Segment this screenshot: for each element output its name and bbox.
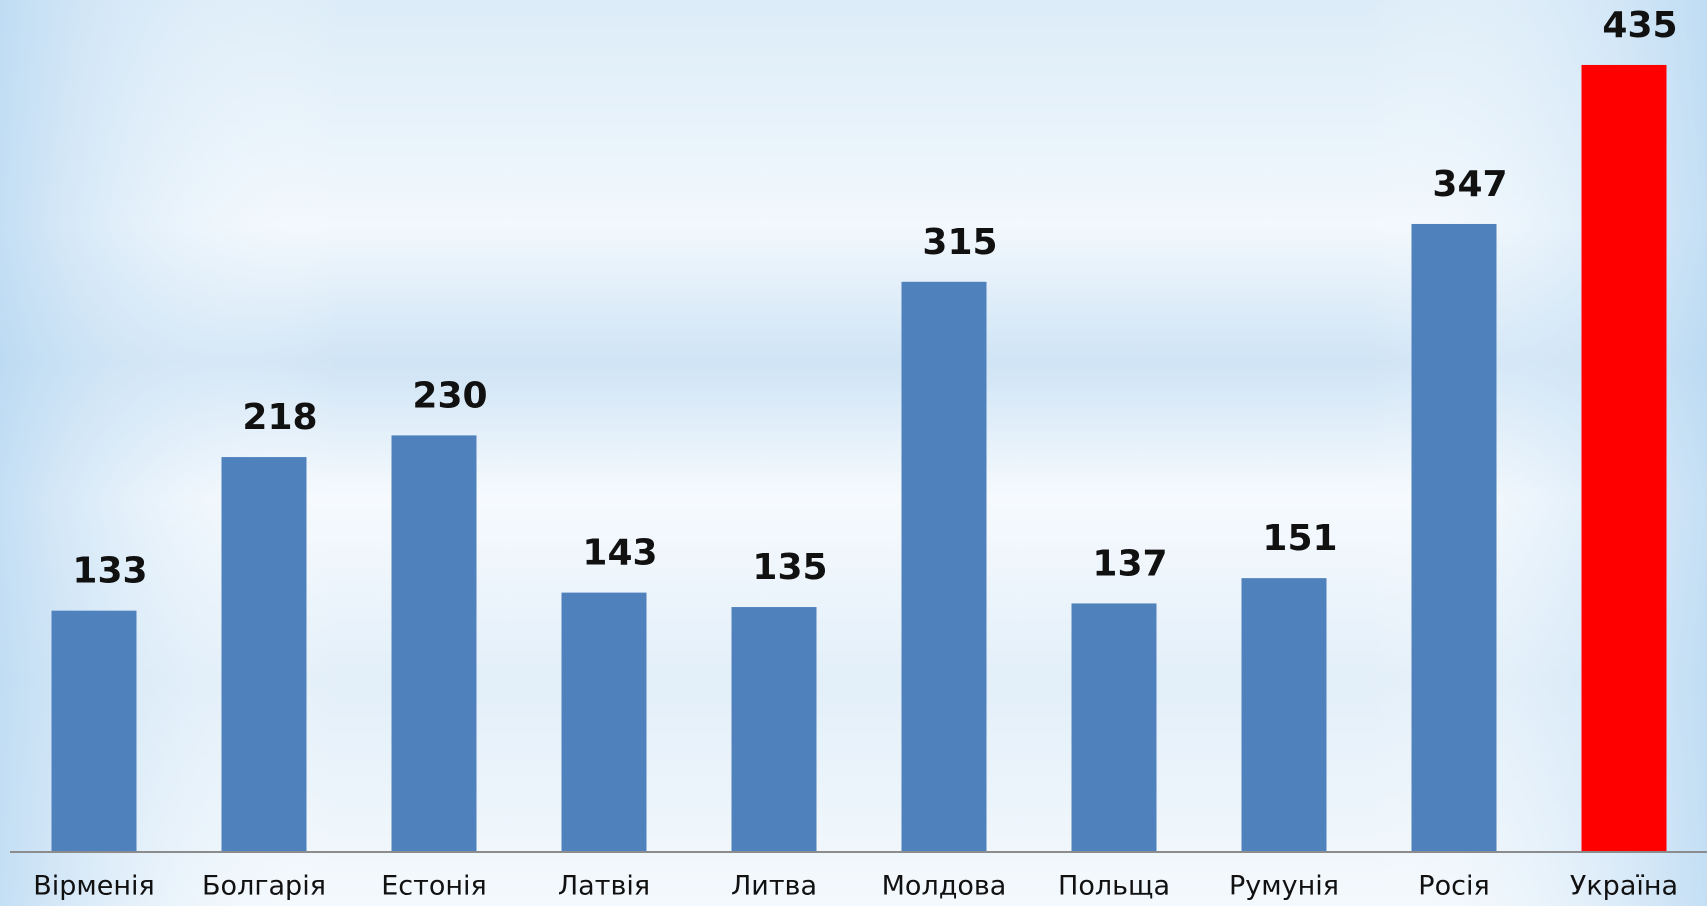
bar [1071,603,1157,851]
bar [1241,578,1327,851]
x-tick-label: Румунія [1229,871,1339,902]
value-label: 151 [1262,518,1337,559]
value-label: 315 [922,222,997,263]
x-tick-label: Росія [1418,871,1489,902]
bar [221,457,307,851]
value-label: 143 [582,533,657,574]
x-tick-label: Естонія [381,871,487,902]
value-label: 435 [1602,5,1677,46]
value-label: 347 [1432,164,1507,205]
value-label: 133 [72,551,147,592]
value-label: 135 [752,547,827,588]
value-label: 218 [242,397,317,438]
bar [901,281,987,851]
x-tick-label: Україна [1570,871,1678,902]
value-label: 137 [1092,543,1167,584]
x-tick-label: Латвія [558,871,650,902]
bar [561,592,647,851]
bar [51,610,137,851]
bar [391,435,477,851]
bar [1411,223,1497,851]
x-tick-label: Вірменія [33,871,155,902]
x-tick-label: Болгарія [202,871,326,902]
x-tick-label: Польща [1058,871,1170,902]
x-tick-label: Литва [731,871,817,902]
bar [731,607,817,851]
x-tick-label: Молдова [882,871,1007,902]
bar [1581,64,1667,851]
value-label: 230 [412,375,487,416]
